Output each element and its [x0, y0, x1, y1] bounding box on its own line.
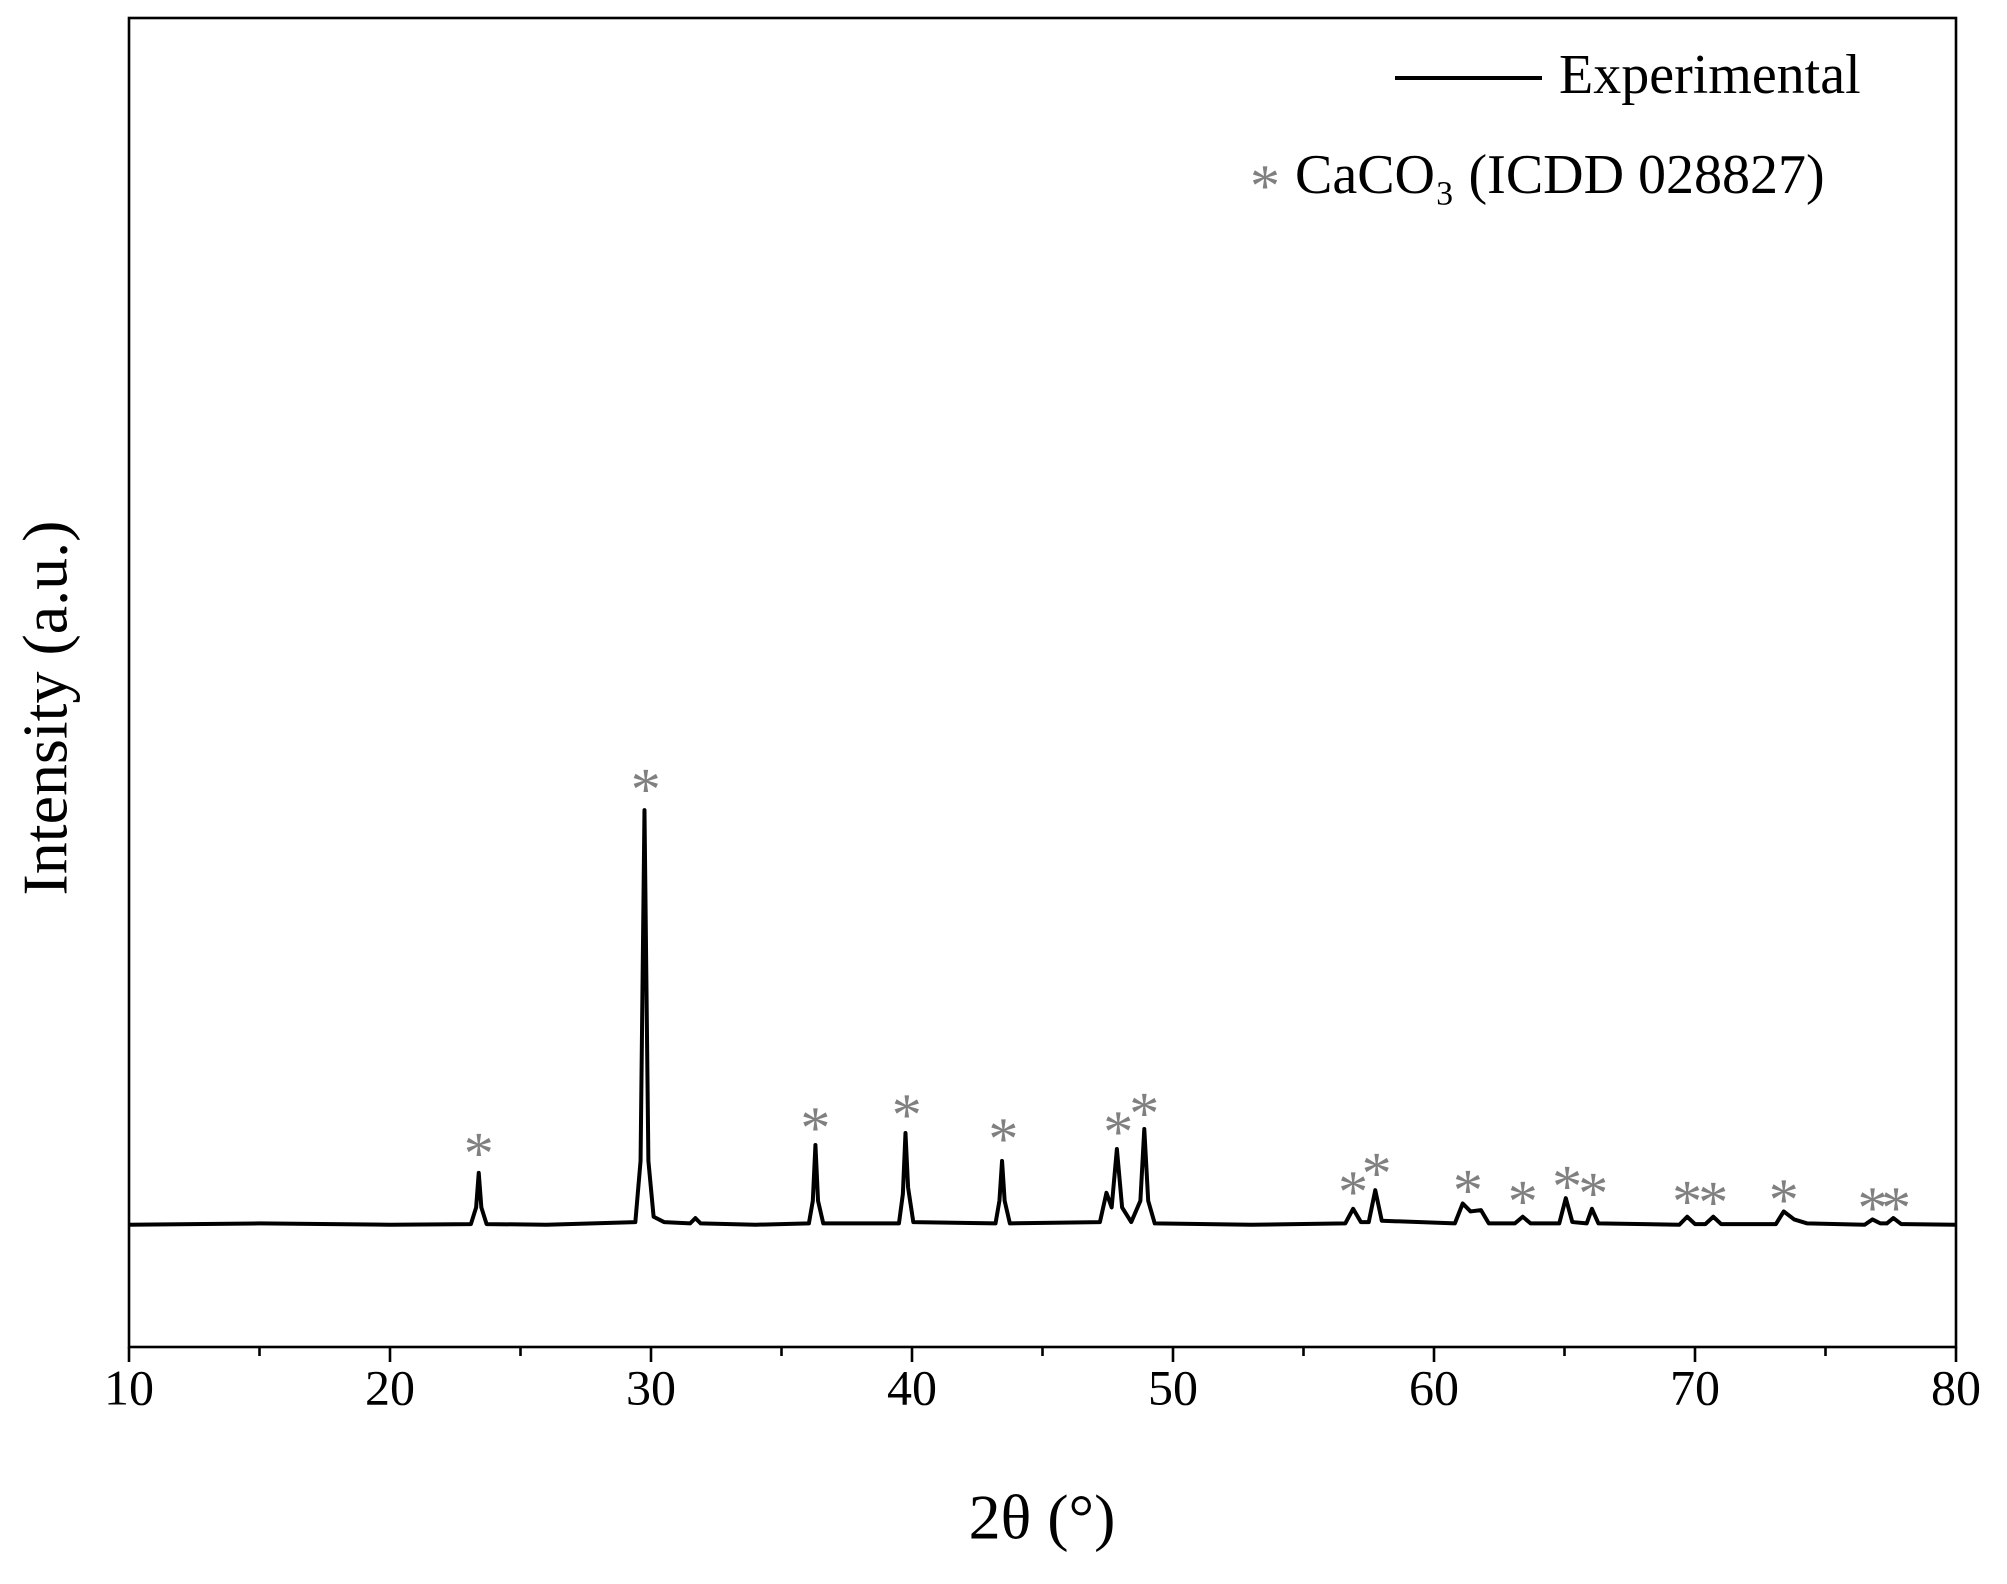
reference-marker: * — [1672, 1168, 1702, 1234]
reference-marker: * — [892, 1082, 922, 1148]
reference-marker: * — [800, 1095, 830, 1161]
x-axis-label: 2θ (°) — [969, 1482, 1116, 1553]
reference-marker: * — [1453, 1158, 1483, 1224]
legend-label: Experimental — [1559, 44, 1861, 106]
reference-marker: * — [1578, 1160, 1608, 1226]
x-tick-label: 30 — [626, 1359, 676, 1415]
y-axis-label: Intensity (a.u.) — [10, 521, 81, 896]
data-line — [128, 808, 1957, 1227]
x-tick-label: 40 — [887, 1359, 937, 1415]
reference-marker: * — [1857, 1175, 1887, 1241]
reference-marker: * — [1129, 1081, 1159, 1147]
reference-marker: * — [1338, 1159, 1368, 1225]
reference-marker: * — [1881, 1175, 1911, 1241]
reference-marker: * — [1508, 1168, 1538, 1234]
reference-marker: * — [1103, 1099, 1133, 1165]
plot-frame — [127, 16, 1958, 1349]
reference-marker: * — [1362, 1140, 1392, 1206]
legend-marker: * — [1250, 153, 1280, 219]
reference-marker: * — [464, 1120, 494, 1186]
reference-marker: * — [1552, 1154, 1582, 1220]
reference-marker: * — [988, 1106, 1018, 1172]
reference-marker: * — [631, 756, 661, 822]
x-tick-label: 70 — [1670, 1359, 1720, 1415]
reference-marker: * — [1769, 1167, 1799, 1233]
reference-marker: * — [1698, 1170, 1728, 1236]
legend-label: CaCO₃ (ICDD 028827) — [1295, 144, 1825, 206]
x-tick-label: 80 — [1931, 1359, 1981, 1415]
x-tick-label: 60 — [1409, 1359, 1459, 1415]
x-tick-label: 20 — [365, 1359, 415, 1415]
x-tick-label: 50 — [1148, 1359, 1198, 1415]
x-tick-label: 10 — [104, 1359, 154, 1415]
